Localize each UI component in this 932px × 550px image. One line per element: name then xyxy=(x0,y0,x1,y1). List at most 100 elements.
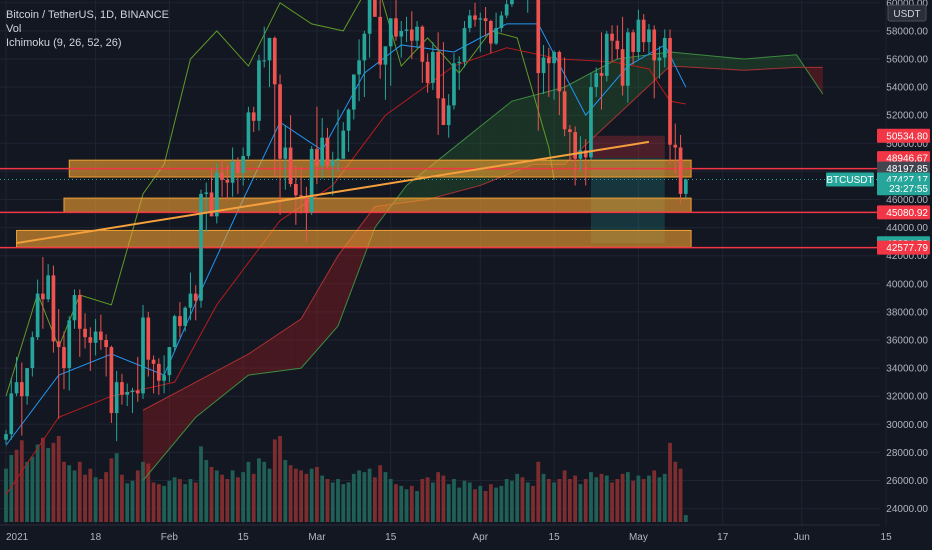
cloud-segment xyxy=(301,309,307,369)
currency-badge[interactable] xyxy=(887,4,927,22)
candle-body xyxy=(573,132,578,159)
volume-bar xyxy=(589,472,593,522)
candle-body xyxy=(125,391,130,395)
candle-body xyxy=(25,368,29,397)
currency-label: USDT xyxy=(893,9,920,20)
candle-body xyxy=(19,382,24,397)
candle-body xyxy=(346,109,351,131)
candle-body xyxy=(330,160,335,166)
cloud-segment xyxy=(248,350,254,376)
volume-bar xyxy=(88,468,93,522)
cloud-segment xyxy=(648,54,655,86)
candle-body xyxy=(4,434,8,440)
price-tick-label: 58000.00 xyxy=(886,26,928,37)
ichimoku-indicator-label[interactable]: Ichimoku (9, 26, 52, 26) xyxy=(6,37,122,49)
cloud-segment xyxy=(727,57,734,70)
ichimoku-cloud xyxy=(143,51,823,481)
price-tick-label: 42000.00 xyxy=(886,251,928,262)
time-tick-label: 15 xyxy=(549,532,561,543)
volume-bar xyxy=(531,485,535,522)
candle-body xyxy=(130,390,135,392)
cloud-segment xyxy=(179,387,186,437)
volume-bar xyxy=(283,460,288,522)
volume-bar xyxy=(230,470,235,522)
volume-bar xyxy=(367,468,372,522)
short-position-box[interactable] xyxy=(590,135,665,244)
volume-bar xyxy=(615,479,620,522)
symbol-title[interactable]: Bitcoin / TetherUS, 1D, BINANCE xyxy=(6,9,170,21)
cloud-segment xyxy=(775,56,781,69)
candle-body xyxy=(56,341,61,348)
volume-bar xyxy=(135,470,140,522)
price-label-badge xyxy=(877,181,930,196)
cloud-segment xyxy=(506,101,512,175)
volume-bar xyxy=(657,477,662,522)
volume-bar xyxy=(457,487,462,522)
cloud-segment xyxy=(222,365,228,397)
cloud-segment xyxy=(733,57,739,70)
price-axis[interactable]: 24000.00 26000.00 28000.00 30000.00 32000.00… xyxy=(886,0,928,515)
volume-bar xyxy=(309,468,314,522)
volume-bar xyxy=(346,482,351,522)
volume-bar xyxy=(304,473,309,522)
horizontal-levels[interactable] xyxy=(0,167,880,249)
trendline[interactable] xyxy=(16,140,650,245)
candle-body xyxy=(446,105,451,126)
volume-bar xyxy=(98,479,103,522)
volume-bar xyxy=(494,487,499,522)
candle-body xyxy=(35,293,40,338)
volume-bar xyxy=(225,479,230,522)
zone-rectangle[interactable] xyxy=(16,229,692,248)
ascending-trendline[interactable] xyxy=(16,140,650,245)
volume-bar xyxy=(625,472,630,522)
volume-bar xyxy=(420,479,425,522)
candle-body xyxy=(188,293,193,308)
candle-body xyxy=(583,150,588,158)
time-tick-label: Apr xyxy=(473,532,489,543)
stop-loss-area[interactable] xyxy=(590,135,665,159)
volume-bar xyxy=(536,461,541,522)
cloud-segment xyxy=(190,382,196,424)
cloud-segment xyxy=(754,57,760,70)
cloud-segment xyxy=(169,393,175,449)
cloud-segment xyxy=(232,359,238,388)
price-tick-label: 46000.00 xyxy=(886,195,928,206)
price-tick-label: 24000.00 xyxy=(886,504,928,515)
price-label-badge xyxy=(877,128,930,143)
volume-bar xyxy=(388,479,393,522)
candle-body xyxy=(510,0,514,5)
volume-bar xyxy=(404,489,409,522)
volume-bar xyxy=(583,479,588,522)
time-axis[interactable]: 2021 18 Feb 15 Mar 15 Apr 15 May 17 Jun 15 xyxy=(0,524,892,543)
cloud-segment xyxy=(743,58,750,71)
volume-bar xyxy=(114,453,119,522)
volume-bar xyxy=(652,470,657,522)
zone-rectangle[interactable] xyxy=(63,197,692,213)
price-tick-label: 50000.00 xyxy=(886,139,928,150)
price-label-badge xyxy=(877,161,930,176)
price-tick-label: 54000.00 xyxy=(886,83,928,94)
cloud-segment xyxy=(338,248,344,326)
cloud-segment xyxy=(206,373,212,409)
candle-body xyxy=(488,21,493,44)
cloud-segment xyxy=(411,177,418,202)
volume-bar xyxy=(341,484,346,522)
volume-bar xyxy=(678,468,683,522)
candle-body xyxy=(178,316,182,326)
volume-indicator-label[interactable]: Vol xyxy=(6,23,22,35)
volume-bar xyxy=(141,461,145,522)
volume-bar xyxy=(199,446,203,522)
candle-body xyxy=(230,161,235,183)
candle-body xyxy=(367,0,372,34)
cloud-segment xyxy=(738,58,744,71)
volume-bar xyxy=(67,465,72,522)
cloud-segment xyxy=(638,55,644,96)
volume-bar xyxy=(193,482,198,522)
candle-body xyxy=(283,147,288,159)
volume-bar xyxy=(399,485,404,522)
support-resistance-zones[interactable] xyxy=(16,159,692,248)
price-tick-label: 26000.00 xyxy=(886,476,928,487)
volume-bar xyxy=(77,461,82,522)
price-label-text: 42577.79 xyxy=(886,243,928,254)
